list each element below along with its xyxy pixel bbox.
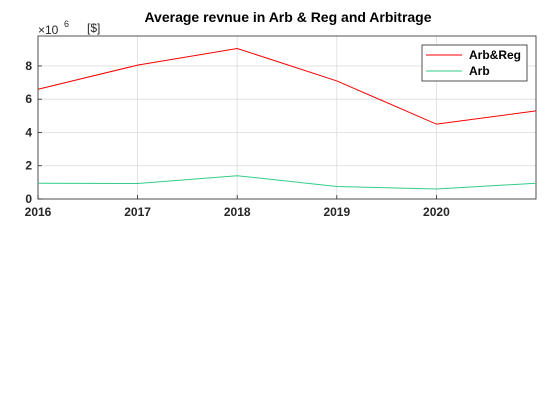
y-unit-label: [$]: [87, 21, 100, 35]
y-exponent: ×10 6: [38, 19, 69, 37]
x-tick-label: 2018: [224, 205, 251, 219]
y-tick-label: 6: [25, 92, 32, 106]
y-exponent-power: 6: [64, 19, 69, 29]
legend-label: Arb: [469, 64, 490, 78]
y-axis: 0 2 4 6 8: [25, 59, 42, 206]
x-tick-label: 2016: [25, 205, 52, 219]
x-tick-label: 2020: [423, 205, 450, 219]
y-tick-label: 0: [25, 192, 32, 206]
x-axis: 2016 2017 2018 2019 2020: [25, 195, 450, 219]
chart-title: Average revnue in Arb & Reg and Arbitrag…: [144, 9, 431, 25]
legend-label: Arb&Reg: [469, 48, 521, 62]
plot-area: [37, 35, 537, 200]
y-tick-label: 2: [25, 159, 32, 173]
x-tick-label: 2019: [323, 205, 350, 219]
series-line-arb-reg: [37, 47, 537, 125]
series-lines: [37, 47, 537, 190]
y-exponent-base: ×10: [38, 23, 59, 37]
legend: Arb&Reg Arb: [421, 44, 528, 82]
legend-box: [421, 44, 528, 82]
series-line-arb: [37, 175, 537, 190]
x-tick-label: 2017: [124, 205, 151, 219]
y-tick-label: 4: [25, 125, 32, 139]
y-tick-label: 8: [25, 59, 32, 73]
